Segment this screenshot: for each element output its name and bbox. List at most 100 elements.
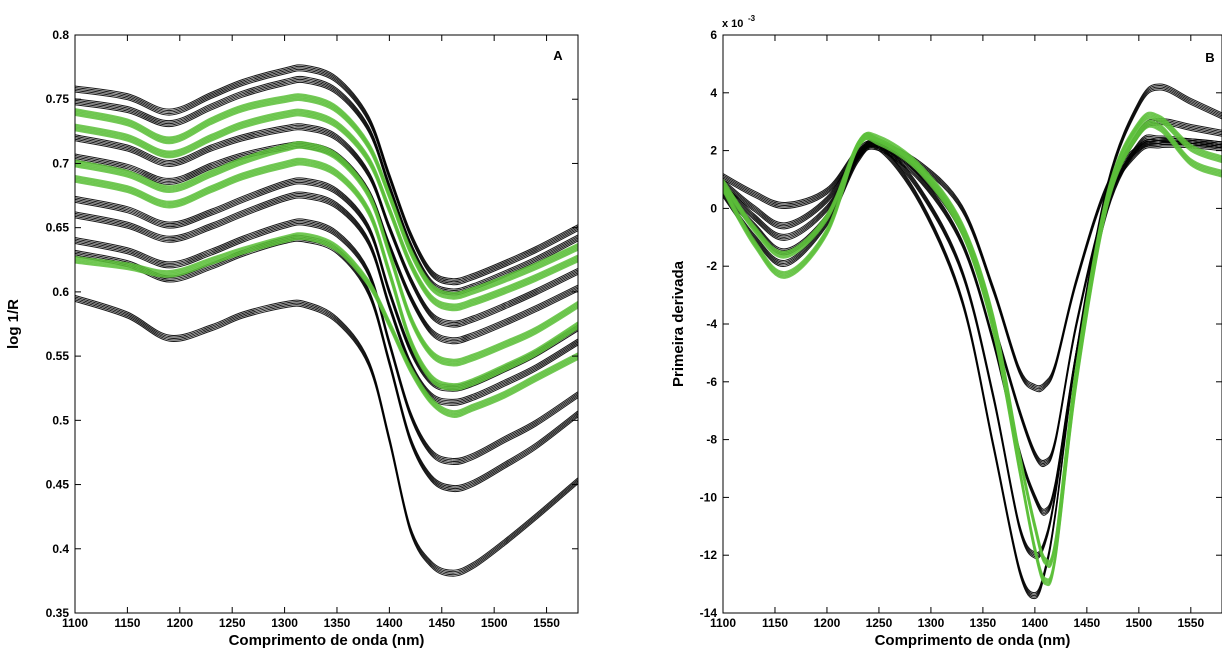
y-multiplier-label: x 10 bbox=[722, 18, 743, 30]
series-0-line-3 bbox=[75, 68, 578, 284]
series-6-line-2 bbox=[75, 221, 578, 463]
series-6 bbox=[723, 119, 1222, 587]
x-tick-label: 1450 bbox=[428, 616, 455, 630]
series-5-line-0 bbox=[75, 191, 578, 400]
series-6-line-0 bbox=[723, 119, 1222, 581]
x-tick-label: 1500 bbox=[481, 616, 508, 630]
y-tick-label: -4 bbox=[706, 317, 717, 331]
series-6-line-3 bbox=[723, 124, 1222, 585]
series-4-line-4 bbox=[75, 183, 578, 392]
y-tick-label: -12 bbox=[700, 548, 718, 562]
series-6-line-1 bbox=[75, 219, 578, 461]
x-tick-label: 1250 bbox=[866, 616, 893, 630]
y-tick-label: 2 bbox=[710, 144, 717, 158]
series-2 bbox=[75, 123, 578, 328]
series-6 bbox=[75, 218, 578, 466]
series-7-line-3 bbox=[75, 239, 578, 491]
y-tick-label: 0.4 bbox=[52, 542, 69, 556]
series-2-line-3 bbox=[723, 138, 1222, 515]
series-6-line-1 bbox=[723, 121, 1222, 582]
x-tick-label: 1500 bbox=[1125, 616, 1152, 630]
panel-a: 1100 1150 1200 1250 1300 1350 1400 1450 1500 1550… bbox=[5, 28, 579, 649]
y-axis-label: log 1/R bbox=[5, 299, 22, 349]
y-tick-label: 6 bbox=[710, 28, 717, 42]
series-1-line-1 bbox=[75, 77, 578, 291]
series-8-line-4 bbox=[75, 300, 578, 577]
series-0 bbox=[75, 64, 578, 286]
x-tick-label: 1550 bbox=[533, 616, 560, 630]
series-4-line-3 bbox=[75, 181, 578, 391]
series-3-line-0 bbox=[75, 141, 578, 339]
x-tick-label: 1300 bbox=[271, 616, 298, 630]
series-4-line-3 bbox=[723, 88, 1222, 598]
series-6-line-4 bbox=[75, 224, 578, 466]
x-tick-label: 1200 bbox=[814, 616, 841, 630]
x-tick-label: 1150 bbox=[762, 616, 788, 630]
series-1-line-2 bbox=[75, 78, 578, 293]
y-tick-label: 0 bbox=[710, 201, 717, 215]
series-8-line-3 bbox=[75, 299, 578, 576]
y-tick-label: 0.8 bbox=[52, 28, 69, 42]
series-8-line-0 bbox=[75, 294, 578, 571]
series-2-line-3 bbox=[75, 127, 578, 327]
series-2-line-2 bbox=[75, 126, 578, 325]
series-6-line-2 bbox=[723, 122, 1222, 584]
series-5-line-4 bbox=[723, 117, 1222, 569]
y-tick-label: 0.55 bbox=[46, 349, 70, 363]
series-3-line-1 bbox=[723, 119, 1222, 555]
series-2-line-1 bbox=[723, 135, 1222, 512]
x-axis-label: Comprimento de onda (nm) bbox=[229, 632, 425, 649]
panel-b: 1100 1150 1200 1250 1300 1350 1400 1450 1500 1550… bbox=[670, 14, 1222, 649]
x-tick-label: 1450 bbox=[1074, 616, 1101, 630]
series-5-line-3 bbox=[75, 195, 578, 405]
y-tick-label: -2 bbox=[706, 259, 717, 273]
series-5-line-0 bbox=[723, 111, 1222, 563]
series-5 bbox=[723, 111, 1222, 569]
x-tick-label: 1200 bbox=[166, 616, 193, 630]
series-1-line-4 bbox=[723, 145, 1222, 468]
series-4-line-4 bbox=[723, 89, 1222, 600]
series-8-line-2 bbox=[75, 297, 578, 574]
x-axis-label: Comprimento de onda (nm) bbox=[875, 632, 1071, 649]
series-6-line-3 bbox=[75, 222, 578, 464]
series-4-line-0 bbox=[723, 83, 1222, 594]
series-8 bbox=[75, 294, 578, 577]
series-6-line-4 bbox=[723, 125, 1222, 587]
y-tick-label: 0.5 bbox=[52, 413, 69, 427]
series-9 bbox=[75, 93, 578, 300]
series-1-line-1 bbox=[723, 141, 1222, 463]
series-2-line-4 bbox=[723, 140, 1222, 516]
x-tick-label: 1300 bbox=[918, 616, 945, 630]
panel-label: A bbox=[553, 48, 563, 63]
series-0-line-1 bbox=[723, 139, 1222, 388]
y-tick-label: 4 bbox=[710, 86, 717, 100]
series-4-line-1 bbox=[723, 85, 1222, 595]
y-tick-label: 0.75 bbox=[46, 92, 70, 106]
y-tick-label: -10 bbox=[700, 490, 718, 504]
series-5 bbox=[75, 191, 578, 406]
series-2-line-4 bbox=[75, 129, 578, 328]
y-multiplier-exponent: -3 bbox=[748, 14, 756, 23]
y-tick-label: 0.7 bbox=[52, 156, 69, 170]
series-4 bbox=[75, 177, 578, 392]
y-tick-label: -8 bbox=[706, 433, 717, 447]
series-1-line-0 bbox=[723, 139, 1222, 462]
x-tick-label: 1350 bbox=[970, 616, 997, 630]
series-0-line-2 bbox=[75, 67, 578, 283]
series-8-line-1 bbox=[75, 296, 578, 573]
x-tick-label: 1350 bbox=[324, 616, 351, 630]
series-4 bbox=[723, 83, 1222, 600]
series-10-line-4 bbox=[75, 114, 578, 312]
series-2 bbox=[723, 134, 1222, 516]
series-2-line-2 bbox=[723, 137, 1222, 513]
y-tick-label: 0.35 bbox=[46, 606, 70, 620]
series-10 bbox=[75, 108, 578, 312]
series-7-line-2 bbox=[75, 237, 578, 490]
y-tick-label: 0.65 bbox=[46, 221, 70, 235]
x-tick-label: 1250 bbox=[219, 616, 246, 630]
x-tick-label: 1400 bbox=[376, 616, 403, 630]
y-tick-label: -6 bbox=[706, 375, 717, 389]
series-lines bbox=[723, 83, 1222, 600]
